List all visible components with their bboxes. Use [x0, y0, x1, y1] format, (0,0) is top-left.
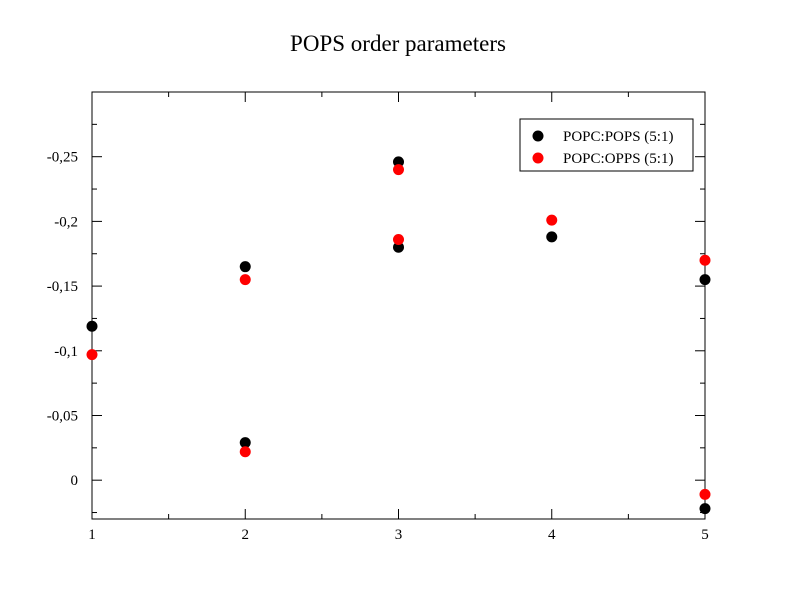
y-tick-label: -0,1: [54, 344, 78, 360]
x-tick-label: 1: [88, 527, 96, 543]
legend-box: [519, 118, 694, 172]
y-tick-label: 0: [71, 473, 79, 489]
point-popc-opps: [546, 214, 558, 226]
y-axis-ticks: 0 -0,05 -0,1 -0,15 -0,2 -0,25: [47, 123, 705, 514]
point-popc-pops: [699, 503, 711, 515]
point-popc-pops: [239, 261, 251, 273]
point-popc-pops: [546, 231, 558, 243]
point-popc-pops: [393, 156, 404, 168]
y-tick-label: -0,2: [54, 214, 78, 230]
legend-marker-popc-opps: [532, 152, 544, 164]
point-popc-opps: [86, 349, 98, 361]
point-popc-opps: [393, 164, 404, 176]
point-popc-opps: [239, 274, 251, 286]
chart-title: POPS order parameters: [290, 31, 506, 56]
point-popc-pops: [393, 241, 404, 253]
point-popc-pops: [86, 320, 98, 332]
point-popc-opps: [699, 488, 711, 500]
point-popc-pops: [239, 437, 251, 449]
y-tick-label: -0,05: [47, 408, 78, 424]
x-tick-label: 3: [395, 527, 403, 543]
legend: POPC:POPS (5:1) POPC:OPPS (5:1): [519, 118, 694, 172]
point-popc-opps: [699, 254, 711, 266]
x-tick-label: 5: [701, 527, 709, 543]
data-points: [86, 156, 711, 515]
point-popc-opps: [393, 234, 404, 246]
legend-marker-popc-pops: [532, 130, 544, 142]
legend-label-popc-opps: POPC:OPPS (5:1): [563, 151, 673, 167]
point-popc-pops: [699, 274, 711, 286]
legend-label-popc-pops: POPC:POPS (5:1): [563, 129, 673, 145]
y-tick-label: -0,25: [47, 150, 78, 166]
x-tick-label: 4: [548, 527, 556, 543]
x-tick-label: 2: [242, 527, 250, 543]
x-axis-ticks: 1 2 3 4 5: [88, 92, 709, 543]
y-tick-label: -0,15: [47, 279, 78, 295]
point-popc-opps: [239, 446, 251, 458]
